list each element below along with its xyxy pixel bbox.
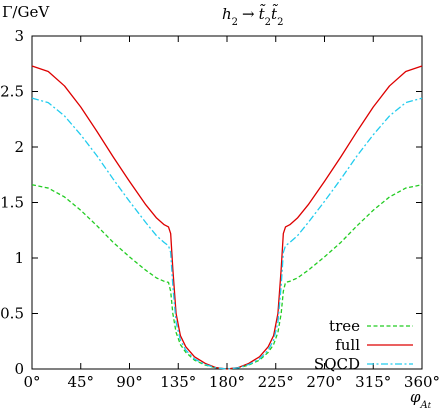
x-tick-label: 0° — [23, 373, 40, 391]
y-tick-label: 3 — [14, 27, 24, 45]
series-line-sqcd — [31, 97, 423, 370]
x-axis-label: φAt — [410, 388, 432, 409]
legend-label-sqcd: SQCD — [314, 355, 360, 373]
y-tick-label: 0 — [14, 360, 24, 378]
y-tick-label: 2 — [14, 138, 24, 156]
y-tick-label: 2.5 — [0, 83, 24, 101]
plot-frame — [31, 35, 423, 370]
x-tick-label: 270° — [306, 373, 342, 391]
x-tick-label: 45° — [67, 373, 94, 391]
series-line-tree — [31, 184, 423, 370]
chart-title: h2 → t̃2t̃2 — [222, 4, 283, 28]
tick-layer: 0° 45° 90° 135° 180° 225° 270° 315° 360° 0 0.5 1 1.5… — [0, 27, 440, 391]
x-tick-label: 135° — [160, 373, 196, 391]
x-tick-label: 90° — [116, 373, 143, 391]
y-tick-label: 0.5 — [0, 305, 24, 323]
series-line-full — [31, 65, 423, 370]
series-layer — [31, 65, 423, 370]
y-tick-label: 1.5 — [0, 194, 24, 212]
x-tick-label: 225° — [258, 373, 294, 391]
legend-label-full: full — [335, 336, 360, 354]
x-tick-label: 315° — [355, 373, 391, 391]
y-axis-label: Γ/GeV — [2, 3, 50, 21]
plot-frame-layer — [31, 35, 423, 370]
x-tick-label: 180° — [209, 373, 245, 391]
x-tick-label: 360° — [404, 373, 440, 391]
legend-label-tree: tree — [329, 317, 360, 335]
y-tick-label: 1 — [14, 249, 24, 267]
